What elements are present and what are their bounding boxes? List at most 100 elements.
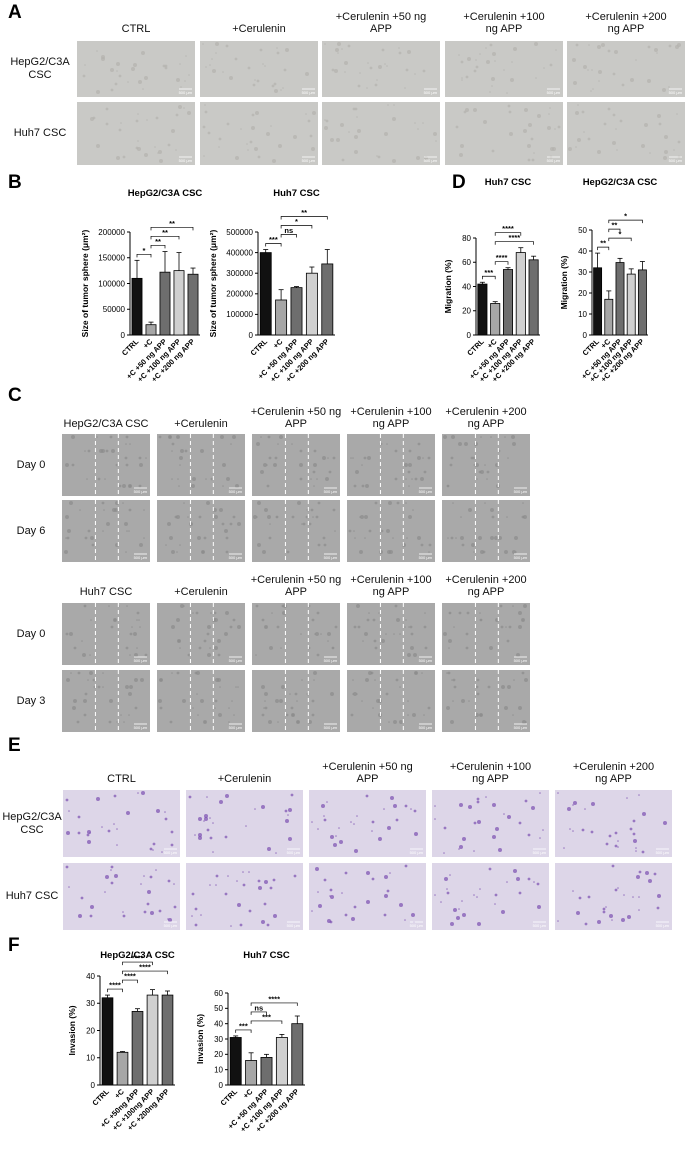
cell <box>581 110 585 114</box>
cell <box>73 646 77 650</box>
cell <box>301 679 303 681</box>
cell <box>464 442 468 446</box>
cell <box>408 485 410 487</box>
scale-bar-label: 500 μm <box>547 158 561 163</box>
cell <box>169 536 173 540</box>
cell <box>236 880 238 882</box>
scale-bar-label: 500 μm <box>302 158 316 163</box>
cell <box>159 678 163 682</box>
cell <box>122 155 126 159</box>
cell <box>424 646 428 650</box>
y-tick-label: 60 <box>214 989 223 998</box>
row-label: Day 0 <box>16 627 46 640</box>
cell <box>443 632 447 636</box>
cell <box>101 55 105 59</box>
cell <box>508 110 512 114</box>
bar <box>275 299 288 336</box>
row-label: Day 3 <box>16 694 46 707</box>
scale-bar-label: 500 μm <box>419 555 433 560</box>
cell <box>154 146 156 148</box>
cell <box>461 79 463 81</box>
cell <box>677 140 681 144</box>
cell <box>338 827 340 829</box>
cell <box>341 158 345 162</box>
micrograph <box>63 863 180 930</box>
scale-bar-label: 500 μm <box>287 923 301 928</box>
cell <box>161 851 163 853</box>
significance-label: **** <box>124 972 136 981</box>
bar <box>477 283 488 336</box>
cell <box>350 713 354 717</box>
cell <box>352 679 354 681</box>
cell <box>479 888 481 890</box>
cell <box>162 64 166 68</box>
significance-label: **** <box>502 224 514 233</box>
cell <box>116 62 120 66</box>
cell <box>535 77 537 79</box>
cell <box>394 604 398 608</box>
micrograph <box>555 863 672 930</box>
cell <box>126 530 128 532</box>
cell <box>636 875 640 879</box>
cell <box>84 64 86 66</box>
scale-bar-label: 500 μm <box>324 489 338 494</box>
cell <box>239 923 243 927</box>
bar <box>528 259 539 336</box>
chart-title: Huh7 CSC <box>273 188 320 199</box>
cell <box>366 618 370 622</box>
cell <box>335 48 339 52</box>
cell <box>614 50 618 54</box>
cell <box>490 508 494 512</box>
y-tick-label: 80 <box>462 234 471 243</box>
cell <box>577 138 581 142</box>
cell <box>82 653 86 657</box>
micrograph <box>186 790 303 857</box>
bar <box>131 277 143 336</box>
cell <box>101 826 103 828</box>
scale-bar-label: 500 μm <box>164 923 178 928</box>
cell <box>486 60 490 64</box>
cell <box>647 45 651 49</box>
cell <box>490 536 494 540</box>
cell <box>627 915 631 919</box>
cell <box>317 891 319 893</box>
cell <box>177 478 179 480</box>
cell <box>330 692 334 696</box>
cell <box>139 543 143 547</box>
chart-title: Huh7 CSC <box>243 950 290 961</box>
cell <box>484 464 486 466</box>
cell <box>440 901 442 903</box>
cell <box>264 700 266 702</box>
cell <box>97 477 101 481</box>
cell <box>268 720 272 724</box>
cell <box>213 508 217 512</box>
cell <box>168 918 172 922</box>
cell <box>83 604 87 608</box>
cell <box>638 794 640 796</box>
cell <box>237 686 239 688</box>
cell <box>176 435 180 439</box>
bar <box>259 252 272 336</box>
cell <box>635 847 637 849</box>
cell <box>417 536 421 540</box>
cell <box>385 692 389 696</box>
panel-letter: C <box>8 385 22 406</box>
significance-bracket <box>122 961 153 966</box>
cell <box>158 435 162 439</box>
cell <box>77 815 81 819</box>
cell <box>516 653 520 657</box>
cell <box>420 543 424 547</box>
scale-bar-label: 500 μm <box>410 850 424 855</box>
cell <box>205 66 207 68</box>
cell <box>335 835 337 837</box>
cell <box>219 508 223 512</box>
cell <box>191 915 193 917</box>
cell <box>507 104 511 108</box>
cell <box>572 58 576 62</box>
cell <box>76 720 80 724</box>
significance-bracket <box>494 261 509 265</box>
cell <box>447 485 449 487</box>
y-tick-label: 50000 <box>103 305 126 314</box>
cell <box>527 877 531 881</box>
cell <box>165 544 167 546</box>
